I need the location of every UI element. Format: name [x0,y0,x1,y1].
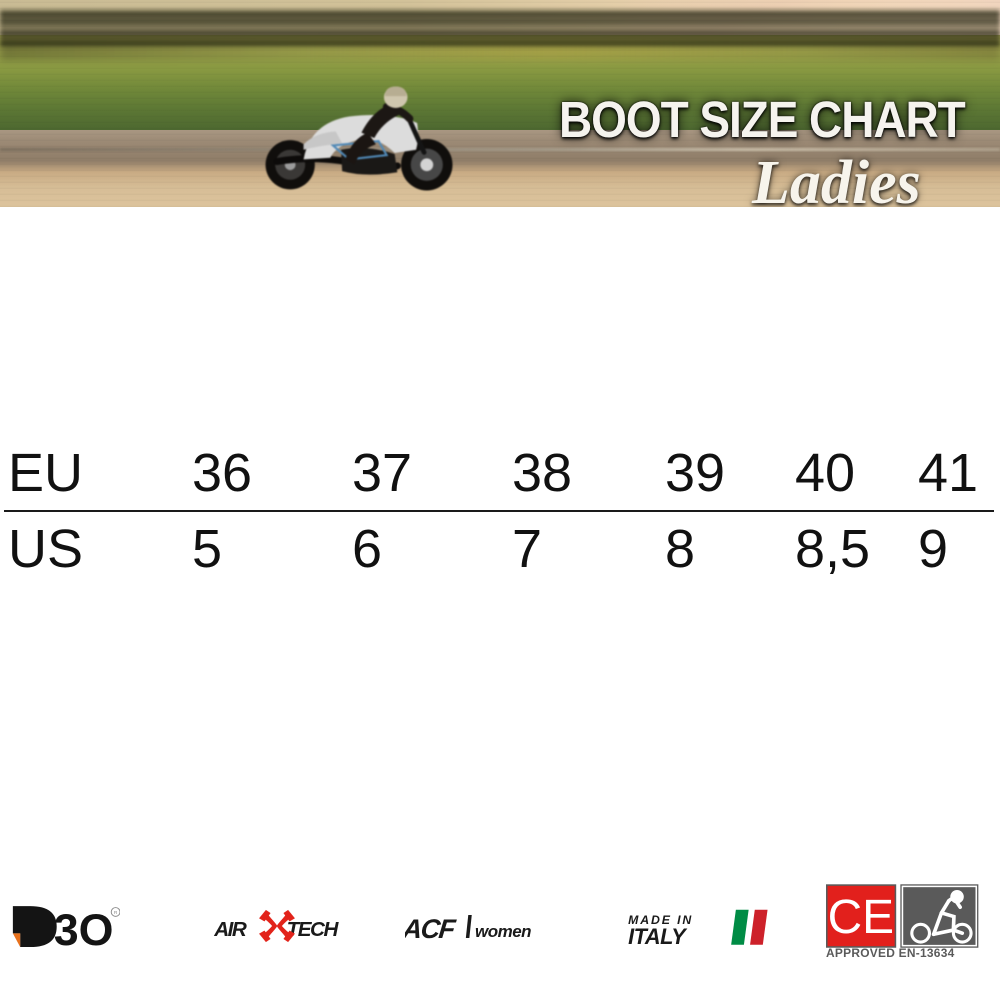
svg-text:CE: CE [828,891,894,944]
svg-text:3O: 3O [54,905,114,955]
svg-text:ACF: ACF [405,913,458,944]
svg-text:women: women [475,922,531,941]
svg-text:AIR: AIR [213,918,247,941]
svg-text:ITALY: ITALY [628,924,688,949]
svg-text:R: R [114,910,118,916]
svg-text:TECH: TECH [287,918,340,941]
svg-text:APPROVED EN-13634: APPROVED EN-13634 [826,946,955,960]
